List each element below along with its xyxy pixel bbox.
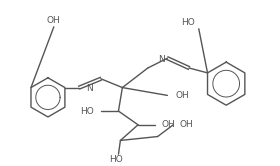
Text: OH: OH <box>47 16 61 25</box>
Text: N: N <box>86 83 92 93</box>
Text: N: N <box>158 55 165 64</box>
Text: OH: OH <box>162 120 175 129</box>
Text: OH: OH <box>179 120 193 129</box>
Text: HO: HO <box>110 155 123 164</box>
Text: HO: HO <box>80 107 94 116</box>
Text: HO: HO <box>181 18 195 27</box>
Text: OH: OH <box>175 91 189 100</box>
